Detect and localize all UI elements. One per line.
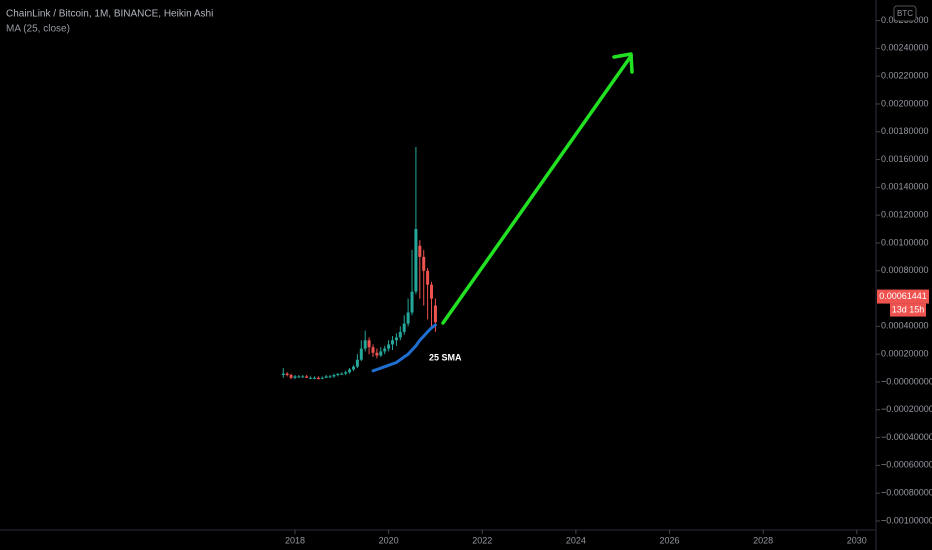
candle-body [414,229,418,292]
candle-body [297,376,301,378]
candle-body [418,245,422,257]
y-tick-label: 0.00080000 [881,265,929,275]
candle-body [355,359,359,367]
candle-body [363,340,367,349]
y-tick-label: 0.00100000 [881,237,929,247]
y-tick-label: 0.00160000 [881,154,929,164]
candle-body [351,366,355,370]
countdown-box [890,303,926,317]
candle-body [379,351,383,356]
currency-button[interactable] [893,5,917,22]
candle-body [391,340,395,345]
y-tick-label: −0.00060000 [881,460,932,470]
moving-average [371,323,437,373]
candle-body [305,376,309,378]
y-tick-label: −0.00040000 [881,432,932,442]
candle-body [383,348,387,352]
x-tick-label: 2024 [566,535,586,545]
x-tick-label: 2030 [847,535,867,545]
y-tick-label: 0.00020000 [881,349,929,359]
y-tick-label: 0.00040000 [881,321,929,331]
candle-body [281,373,285,376]
candle-body [336,373,340,376]
candle-body [285,373,289,376]
candle-body [433,305,437,323]
arrow [441,52,634,325]
x-tick-label: 2022 [472,535,492,545]
candle-body [316,377,320,380]
candle-body [371,347,375,353]
candle-body [359,348,363,360]
x-tick-label: 2028 [753,535,773,545]
x-tick-label: 2026 [660,535,680,545]
candle-body [406,312,410,324]
candle-body [312,377,316,379]
countdown-label: 13d 15h [892,304,925,314]
y-tick-label: 0.00140000 [881,182,929,192]
last-price-box [877,289,929,304]
candle-body [375,352,379,356]
candle-body [309,377,313,379]
candle-body [293,376,297,378]
y-tick-label: −0.00080000 [881,488,932,498]
currency-button-label[interactable]: BTC [897,9,913,18]
candle-body [430,284,434,299]
y-tick-label: 0.00240000 [881,43,929,53]
last-price-label: 0.00061441 [879,291,927,301]
candle-body [422,256,426,271]
x-tick-label: 2020 [379,535,399,545]
candle-body [320,377,324,379]
y-tick-label: 0.00180000 [881,126,929,136]
indicator-label: MA (25, close) [6,24,70,35]
candle-body [328,376,332,378]
candle-body [344,372,348,374]
candle-body [332,375,336,377]
candle-body [402,323,406,332]
candle-body [410,291,414,313]
chart-title: ChainLink / Bitcoin, 1M, BINANCE, Heikin… [6,9,213,20]
y-tick-label: −0.00100000 [881,515,932,525]
candle-body [387,344,391,349]
candle-body [398,331,402,338]
y-tick-label: −0.00000000 [881,376,932,386]
candle-body [426,270,430,285]
x-tick-label: 2018 [285,535,305,545]
candle-body [289,375,293,378]
candle-body [301,376,305,378]
annotation: 25 SMA [429,352,462,362]
y-tick-label: 0.00200000 [881,98,929,108]
y-tick-label: 0.00220000 [881,71,929,81]
y-tick-label: 0.00120000 [881,210,929,220]
candle-body [367,340,371,348]
candle-body [348,369,352,373]
candle-body [324,376,328,378]
candle-body [340,373,344,375]
y-tick-label: −0.00020000 [881,404,932,414]
candle-body [394,337,398,341]
